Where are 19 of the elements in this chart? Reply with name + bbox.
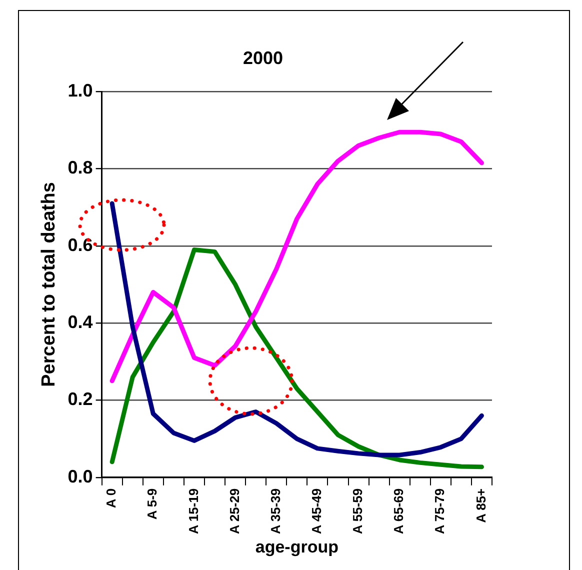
y-tick-label: 0.2 — [68, 389, 93, 410]
y-tick-label: 0.6 — [68, 234, 93, 255]
x-tick-label: A 0 — [104, 488, 119, 508]
x-tick-label: A 35-39 — [268, 488, 283, 534]
chart-title: 2000 — [242, 48, 284, 68]
y-tick-label: 1.0 — [68, 80, 93, 101]
x-tick-label: A 25-29 — [226, 488, 242, 534]
y-axis-title: Percent to total deaths — [38, 182, 60, 387]
x-tick-label: A 85+ — [473, 488, 488, 523]
x-tick-label: A 15-19 — [186, 488, 201, 534]
y-tick-label: 0.4 — [68, 312, 93, 332]
y-tick-label: 0.8 — [68, 158, 93, 178]
y-tick-label: 0.0 — [68, 466, 93, 486]
x-tick-label: A 45-49 — [309, 488, 324, 534]
x-tick-label: A 5-9 — [144, 488, 160, 520]
x-tick-label: A 75-79 — [432, 488, 448, 534]
x-tick-label: A 55-59 — [350, 488, 366, 534]
x-tick-label: A 65-69 — [391, 488, 406, 534]
x-axis-title: age-group — [255, 537, 338, 556]
